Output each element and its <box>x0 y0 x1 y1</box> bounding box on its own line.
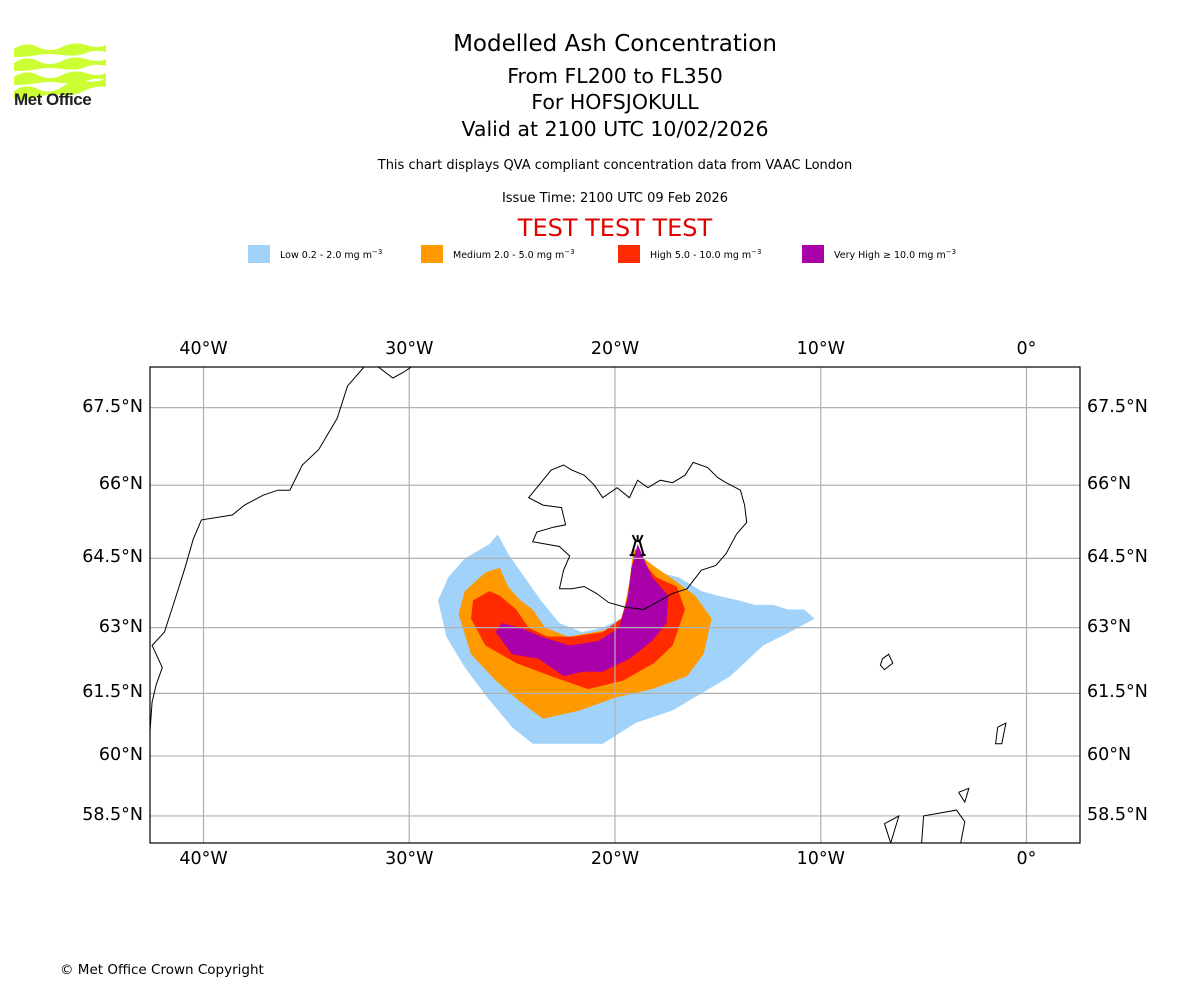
legend-label-medium: Medium 2.0 - 5.0 mg m−3 <box>453 247 575 261</box>
met-office-wave-logo-icon <box>14 43 106 100</box>
lat-label-right: 58.5°N <box>1087 804 1148 825</box>
lat-label-left: 61.5°N <box>82 682 143 703</box>
legend-swatch-very-high <box>802 245 824 263</box>
lon-label-top: 10°W <box>796 339 845 359</box>
lat-label-left: 67.5°N <box>82 396 143 417</box>
lat-label-left: 63°N <box>98 616 143 637</box>
legend-swatch-medium <box>421 245 443 263</box>
lon-label-bottom: 30°W <box>385 849 434 869</box>
volcano-marker <box>629 534 646 557</box>
legend-label-low: Low 0.2 - 2.0 mg m−3 <box>280 247 383 261</box>
lon-label-top: 30°W <box>385 339 434 359</box>
map-frame <box>149 366 1081 844</box>
lon-label-bottom: 40°W <box>179 849 228 869</box>
logo-text: Met Office <box>14 90 92 109</box>
coastline-scotland <box>883 814 900 843</box>
issue-time: Issue Time: 2100 UTC 09 Feb 2026 <box>501 191 729 206</box>
legend-swatch-low <box>248 245 270 263</box>
lon-label-top: 40°W <box>179 339 228 359</box>
lon-label-bottom: 20°W <box>590 849 640 869</box>
legend-item-very-high: Very High ≥ 10.0 mg m−3 <box>802 244 956 264</box>
coastline-iceland <box>527 461 748 611</box>
valid-time: Valid at 2100 UTC 10/02/2026 <box>461 117 769 141</box>
coastline-shetland <box>995 722 1007 745</box>
lat-label-right: 66°N <box>1087 474 1132 495</box>
coastline-orkney <box>958 787 970 804</box>
legend-item-medium: Medium 2.0 - 5.0 mg m−3 <box>421 244 575 264</box>
chart-title: Modelled Ash Concentration <box>453 31 777 57</box>
coastlines <box>150 367 1007 843</box>
coastline-scotland-mainland <box>921 809 966 843</box>
lon-label-top: 0° <box>1016 339 1037 359</box>
coastline-faroe-islands <box>879 653 894 671</box>
lat-label-right: 61.5°N <box>1087 682 1148 703</box>
legend: Low 0.2 - 2.0 mg m−3 Medium 2.0 - 5.0 mg… <box>248 244 1008 264</box>
lat-label-left: 58.5°N <box>82 804 143 825</box>
ash-concentration-layer <box>438 534 815 744</box>
legend-label-high: High 5.0 - 10.0 mg m−3 <box>650 247 762 261</box>
lon-label-bottom: 10°W <box>796 849 845 869</box>
ash-area-very-high <box>495 544 669 677</box>
lon-label-bottom: 0° <box>1016 849 1037 869</box>
copyright: © Met Office Crown Copyright <box>60 962 264 978</box>
lat-label-right: 64.5°N <box>1087 547 1148 568</box>
test-banner: TEST TEST TEST <box>517 214 713 242</box>
lat-label-left: 60°N <box>98 745 143 766</box>
lat-label-right: 63°N <box>1087 616 1132 637</box>
lat-label-right: 60°N <box>1087 745 1132 766</box>
legend-item-high: High 5.0 - 10.0 mg m−3 <box>618 244 762 264</box>
lon-label-top: 20°W <box>590 339 640 359</box>
flight-levels: From FL200 to FL350 <box>507 64 723 88</box>
lat-label-left: 64.5°N <box>82 547 143 568</box>
legend-label-very-high: Very High ≥ 10.0 mg m−3 <box>834 247 957 261</box>
gridlines <box>150 367 1080 843</box>
coastline-greenland <box>150 367 365 732</box>
chart-description: This chart displays QVA compliant concen… <box>377 158 853 173</box>
volcano-name: For HOFSJOKULL <box>531 90 699 114</box>
lat-label-right: 67.5°N <box>1087 396 1148 417</box>
legend-swatch-high <box>618 245 640 263</box>
coastline-greenland-north <box>378 367 412 379</box>
volcano-icon <box>629 534 646 557</box>
lat-label-left: 66°N <box>98 474 143 495</box>
legend-item-low: Low 0.2 - 2.0 mg m−3 <box>248 244 382 264</box>
